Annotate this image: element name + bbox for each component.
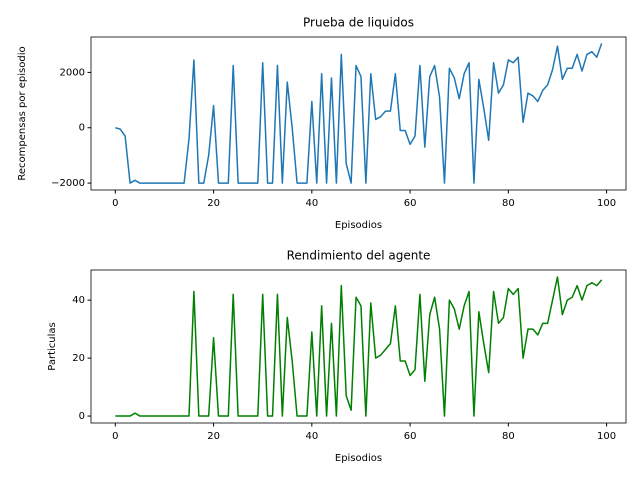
data-line bbox=[115, 43, 603, 184]
y-tick-label: 2000 bbox=[60, 67, 85, 78]
x-tick-label: 80 bbox=[502, 431, 515, 442]
x-tick-label: 0 bbox=[112, 431, 118, 442]
chart-title: Prueba de liquidos bbox=[303, 16, 414, 30]
x-tick-label: 60 bbox=[404, 198, 417, 209]
x-tick-label: 20 bbox=[207, 431, 220, 442]
y-tick-label: 20 bbox=[72, 353, 85, 364]
y-tick-label: −2000 bbox=[51, 178, 85, 189]
y-axis-label: Recompensas por episodio bbox=[17, 46, 28, 180]
y-tick-label: 0 bbox=[79, 123, 85, 134]
x-tick-label: 40 bbox=[305, 431, 318, 442]
y-tick-label: 0 bbox=[79, 411, 85, 422]
chart-title: Rendimiento del agente bbox=[287, 249, 431, 263]
axes-frame bbox=[90, 269, 627, 424]
axes-frame bbox=[90, 36, 627, 191]
x-tick-label: 0 bbox=[112, 198, 118, 209]
y-axis-label: Particulas bbox=[47, 322, 58, 370]
x-tick-label: 80 bbox=[502, 198, 515, 209]
x-tick-label: 40 bbox=[305, 198, 318, 209]
x-tick-label: 100 bbox=[597, 431, 616, 442]
x-tick-label: 60 bbox=[404, 431, 417, 442]
x-tick-label: 20 bbox=[207, 198, 220, 209]
y-tick-label: 40 bbox=[72, 295, 85, 306]
x-axis-label: Episodios bbox=[335, 220, 382, 231]
x-axis-label: Episodios bbox=[335, 453, 382, 464]
x-tick-label: 100 bbox=[597, 198, 616, 209]
data-line bbox=[115, 276, 603, 417]
